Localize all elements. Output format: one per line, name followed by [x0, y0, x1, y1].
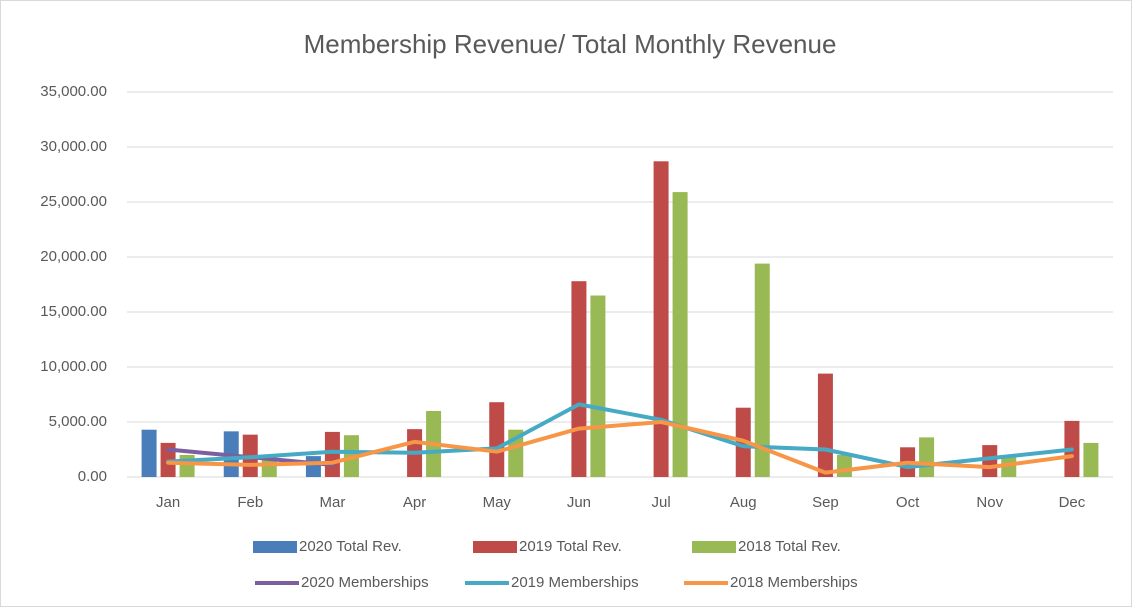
- y-tick-label: 20,000.00: [40, 248, 107, 265]
- legend-label: 2020 Memberships: [301, 574, 429, 591]
- line: [166, 420, 1074, 475]
- bar: [1083, 442, 1099, 477]
- bar: [590, 295, 606, 477]
- legend-swatch: [473, 541, 517, 553]
- legend-label: 2019 Memberships: [511, 574, 639, 591]
- x-tick-label: Jun: [567, 494, 591, 511]
- bar: [653, 161, 669, 478]
- bar: [982, 445, 998, 477]
- x-tick-label: May: [483, 494, 512, 511]
- bar: [305, 456, 321, 477]
- x-tick-label: Mar: [319, 494, 345, 511]
- bar: [141, 429, 157, 477]
- x-tick-label: Oct: [896, 494, 920, 511]
- bar: [754, 263, 770, 477]
- x-tick-label: Jan: [156, 494, 180, 511]
- legend-label: 2019 Total Rev.: [519, 538, 622, 555]
- y-tick-label: 0.00: [78, 468, 107, 485]
- legend-swatch: [253, 541, 297, 553]
- y-tick-label: 30,000.00: [40, 138, 107, 155]
- bar: [571, 281, 587, 477]
- x-tick-label: Apr: [403, 494, 426, 511]
- y-tick-label: 5,000.00: [49, 413, 107, 430]
- bar: [919, 437, 935, 477]
- bar: [261, 459, 277, 477]
- y-tick-label: 25,000.00: [40, 193, 107, 210]
- legend-label: 2020 Total Rev.: [299, 538, 402, 555]
- chart-title: Membership Revenue/ Total Monthly Revenu…: [304, 29, 837, 59]
- bar: [324, 431, 340, 477]
- bar: [672, 192, 688, 477]
- x-tick-label: Dec: [1059, 494, 1086, 511]
- x-tick-label: Jul: [651, 494, 670, 511]
- bar: [817, 373, 833, 477]
- bar: [179, 455, 195, 477]
- line: [166, 402, 1074, 470]
- x-tick-label: Nov: [976, 494, 1003, 511]
- legend-label: 2018 Total Rev.: [738, 538, 841, 555]
- y-tick-label: 35,000.00: [40, 83, 107, 100]
- bar: [489, 402, 505, 477]
- y-tick-label: 10,000.00: [40, 358, 107, 375]
- legend-label: 2018 Memberships: [730, 574, 858, 591]
- legend-swatch: [692, 541, 736, 553]
- x-tick-label: Aug: [730, 494, 757, 511]
- x-tick-label: Feb: [237, 494, 263, 511]
- x-tick-label: Sep: [812, 494, 839, 511]
- bar: [836, 455, 852, 477]
- y-tick-label: 15,000.00: [40, 303, 107, 320]
